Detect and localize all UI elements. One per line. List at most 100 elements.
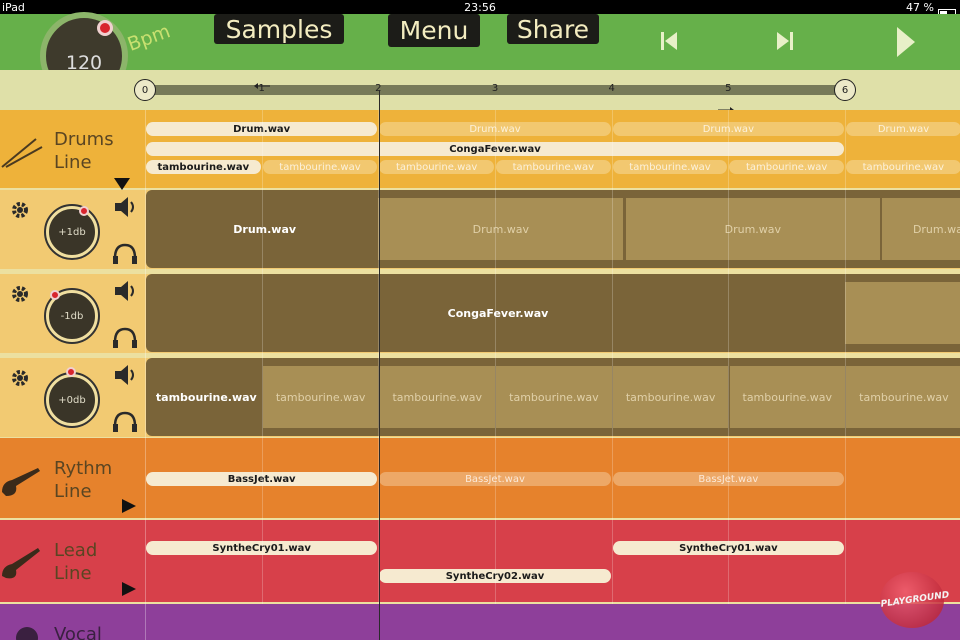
clip[interactable]: BassJet.wav — [146, 472, 378, 486]
settings-button-svg — [12, 286, 28, 302]
clip[interactable]: CongaFever.wav — [146, 142, 845, 156]
clip[interactable]: tambourine.wav — [262, 160, 378, 174]
loop-left-arrow — [254, 74, 270, 89]
clip[interactable] — [845, 282, 960, 344]
mute-button[interactable] — [113, 195, 139, 219]
clip[interactable]: tambourine.wav — [612, 160, 728, 174]
grid-line — [611, 110, 613, 604]
rewind-button[interactable] — [660, 30, 678, 52]
timeline-mark: 2 — [375, 82, 382, 94]
track-title: Line — [54, 480, 92, 502]
expand-toggle-svg — [114, 178, 130, 190]
gain-indicator[interactable] — [50, 290, 60, 300]
settings-button[interactable] — [10, 200, 30, 220]
expand-toggle-svg — [122, 582, 136, 596]
forward-button[interactable] — [776, 30, 794, 52]
watermark-badge — [880, 572, 944, 628]
toolbar-button[interactable]: Share — [507, 14, 599, 44]
clip[interactable]: tambourine.wav — [496, 366, 612, 428]
timeline-mark: 4 — [608, 82, 615, 94]
clip[interactable]: Drum.wav — [378, 198, 624, 260]
expand-toggle[interactable] — [122, 498, 136, 513]
lead-section — [0, 520, 960, 602]
expand-toggle[interactable] — [114, 175, 130, 190]
clip[interactable]: Drum.wav — [882, 198, 960, 260]
timeline-mark: 3 — [491, 82, 499, 94]
clip[interactable]: Drum.wav — [233, 222, 297, 236]
rewind-button-svg — [661, 32, 677, 50]
grid-line — [845, 110, 847, 604]
playhead[interactable] — [379, 90, 381, 640]
clip[interactable]: Drum.wav — [625, 198, 880, 260]
gain-value[interactable]: -1db — [60, 310, 84, 322]
clip[interactable]: tambourine.wav — [846, 366, 960, 428]
play-button-svg — [897, 27, 915, 57]
settings-button-svg — [12, 202, 28, 218]
clip[interactable]: Drum.wav — [612, 122, 844, 136]
settings-button[interactable] — [10, 284, 30, 304]
clip[interactable]: tambourine.wav — [612, 366, 729, 428]
clip-area — [146, 274, 960, 352]
loop-right-arrow — [718, 98, 734, 113]
clip[interactable]: SyntheCry01.wav — [146, 541, 378, 555]
toolbar — [0, 14, 960, 70]
solo-button[interactable] — [112, 242, 138, 266]
clip[interactable]: Drum.wav — [846, 122, 960, 136]
mute-button-svg — [115, 365, 134, 385]
grid-line — [728, 110, 730, 604]
track-title: Vocal — [54, 623, 102, 640]
solo-button-svg — [113, 411, 137, 432]
toolbar-button[interactable]: Samples — [214, 14, 344, 44]
mute-button[interactable] — [113, 279, 139, 303]
tempo-indicator[interactable] — [97, 20, 113, 36]
clip[interactable]: tambourine.wav — [729, 160, 844, 174]
settings-button-svg — [12, 370, 28, 386]
track-title: Lead — [54, 539, 98, 561]
clip[interactable]: tambourine.wav — [379, 366, 495, 428]
play-button[interactable] — [896, 26, 916, 58]
gain-indicator[interactable] — [79, 206, 89, 216]
timeline-mark: 5 — [725, 82, 732, 94]
gain-knob — [44, 204, 100, 260]
clip[interactable]: BassJet.wav — [612, 472, 844, 486]
timeline-mark[interactable]: 0 — [134, 79, 156, 101]
expand-toggle[interactable] — [122, 581, 136, 596]
clip[interactable]: tambourine.wav — [155, 390, 257, 404]
grid-line — [261, 110, 263, 604]
mute-button-svg — [115, 281, 134, 301]
clip[interactable]: tambourine.wav — [496, 160, 611, 174]
toolbar-button[interactable]: Menu — [388, 14, 480, 47]
solo-button-svg — [113, 243, 137, 264]
grid-line — [378, 110, 380, 604]
clock: 23:56 — [464, 0, 496, 14]
clip[interactable]: tambourine.wav — [146, 160, 261, 174]
track-title: Line — [54, 562, 92, 584]
gain-indicator[interactable] — [66, 367, 76, 377]
clip[interactable]: Drum.wav — [146, 122, 378, 136]
solo-button[interactable] — [112, 326, 138, 350]
clip[interactable]: tambourine.wav — [379, 160, 494, 174]
timeline-mark[interactable]: 6 — [834, 79, 857, 101]
expand-toggle-svg — [122, 499, 136, 513]
clip[interactable]: tambourine.wav — [729, 366, 846, 428]
mute-button[interactable] — [113, 363, 139, 387]
divider — [145, 110, 146, 640]
clip[interactable]: SyntheCry02.wav — [379, 569, 611, 583]
clip[interactable]: CongaFever.wav — [447, 306, 549, 320]
gain-value[interactable]: +0db — [58, 394, 86, 406]
clip[interactable]: SyntheCry01.wav — [612, 541, 844, 555]
gain-value[interactable]: +1db — [58, 226, 86, 238]
track-title: Drums — [54, 128, 114, 150]
clip[interactable]: tambourine.wav — [846, 160, 960, 174]
clip[interactable]: tambourine.wav — [262, 366, 379, 428]
clip[interactable]: BassJet.wav — [379, 472, 611, 486]
device-name: iPad — [2, 0, 25, 14]
clip[interactable]: Drum.wav — [379, 122, 611, 136]
grid-line — [495, 110, 496, 604]
tempo-value[interactable]: 120 — [65, 52, 103, 74]
loop-left-arrow-svg — [254, 83, 270, 89]
solo-button[interactable] — [112, 410, 138, 434]
instrument-icon — [0, 133, 44, 169]
settings-button[interactable] — [10, 368, 30, 388]
